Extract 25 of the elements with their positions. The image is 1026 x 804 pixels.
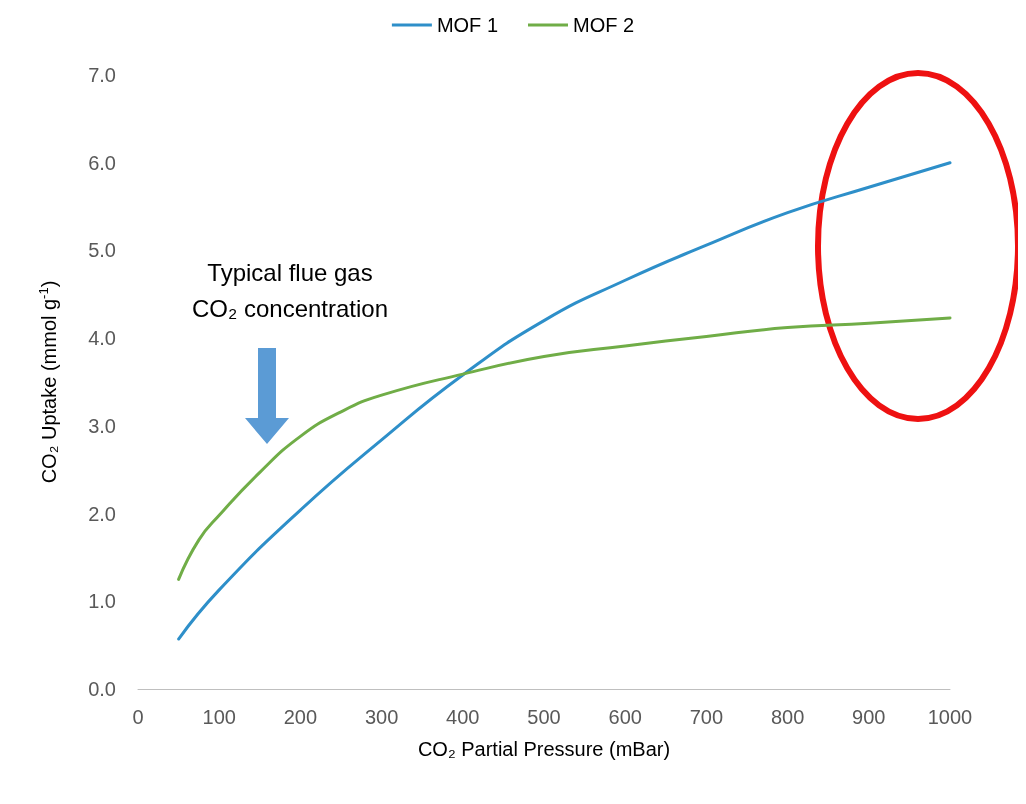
y-tick-label: 6.0 [88, 151, 116, 174]
y-tick-label: 3.0 [88, 414, 116, 437]
y-tick-label: 4.0 [88, 327, 116, 350]
y-tick-label: 5.0 [88, 239, 116, 262]
x-tick-label: 700 [689, 706, 724, 728]
x-tick-label: 800 [770, 706, 805, 728]
legend-label: MOF 1 [436, 14, 499, 36]
y-axis-title: CO₂ Uptake (mmol g-1) [36, 280, 60, 484]
y-tick-label: 1.0 [88, 590, 116, 613]
x-axis-title: CO₂ Partial Pressure (mBar) [417, 738, 671, 760]
line-series [177, 161, 952, 641]
x-tick-label: 900 [852, 706, 886, 728]
x-tick-label: 100 [202, 706, 236, 728]
y-tick-label: 2.0 [88, 502, 116, 525]
y-tick-label: 7.0 [88, 64, 116, 86]
legend-label: MOF 2 [573, 14, 635, 36]
x-tick-label: 400 [446, 706, 480, 728]
x-tick-label: 0 [132, 706, 144, 728]
x-tick-label: 300 [364, 706, 399, 728]
x-tick-label: 600 [608, 706, 642, 728]
x-tick-label: 200 [283, 706, 318, 728]
y-tick-label: 0.0 [88, 678, 116, 700]
annotation: Typical flue gas CO₂ concentration [191, 258, 389, 322]
x-tick-label: 500 [527, 706, 561, 728]
x-tick-label: 1000 [927, 706, 973, 728]
